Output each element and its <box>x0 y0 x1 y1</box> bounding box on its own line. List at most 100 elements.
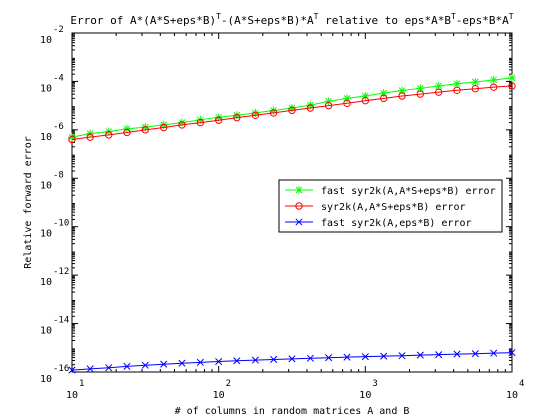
data-point <box>306 354 314 362</box>
data-point <box>123 362 131 370</box>
legend-box <box>278 179 503 233</box>
data-point <box>269 109 278 117</box>
chart-title-text: Error of A*(A*S+eps*B)T-(A*S+eps*B)*AT r… <box>70 12 513 27</box>
data-point <box>288 106 296 115</box>
data-point <box>196 358 204 366</box>
data-point <box>251 356 259 364</box>
y-tick-label: 10 <box>40 326 52 337</box>
series-line <box>71 85 513 140</box>
data-point <box>471 350 479 358</box>
y-tick-exponent: -12 <box>53 267 69 277</box>
data-point <box>178 121 186 129</box>
data-point <box>215 358 223 366</box>
data-point <box>471 85 480 93</box>
y-tick-label: 10 <box>40 229 52 240</box>
y-tick-exponent: -6 <box>53 122 64 132</box>
x-axis-label: # of columns in random matrices A and B <box>175 406 410 417</box>
x-tick-label: 10 <box>359 390 371 401</box>
data-point <box>379 89 388 98</box>
data-point <box>453 79 462 88</box>
title-segment: -(A*S+eps*B)*A <box>221 14 314 27</box>
data-point <box>196 118 205 127</box>
title-superscript: T <box>509 12 514 21</box>
data-point <box>508 82 516 90</box>
data-point <box>489 75 498 84</box>
y-tick-label: 10 <box>40 83 52 94</box>
legend-entry: fast syr2k(A,A*S+eps*B) error <box>285 186 496 197</box>
data-point <box>105 364 113 372</box>
data-point <box>416 84 425 93</box>
legend-label: fast syr2k(A,A*S+eps*B) error <box>321 186 496 197</box>
data-point <box>489 83 498 91</box>
data-point <box>105 131 113 139</box>
data-point <box>416 90 425 98</box>
y-tick-exponent: -14 <box>53 316 69 326</box>
data-point <box>178 359 186 367</box>
title-segment: -eps*B*A <box>456 14 509 27</box>
data-point <box>270 355 278 363</box>
chart-title: Error of A*(A*S+eps*B)T-(A*S+eps*B)*AT r… <box>70 12 513 27</box>
data-point <box>361 353 369 361</box>
x-tick-label: 10 <box>66 390 78 401</box>
data-point <box>397 86 406 95</box>
data-point <box>68 366 76 374</box>
data-point <box>214 116 223 124</box>
data-point <box>251 111 260 119</box>
title-superscript: T <box>451 12 456 21</box>
title-superscript: T <box>314 12 319 21</box>
data-point <box>295 218 303 226</box>
legend: fast syr2k(A,A*S+eps*B) error syr2k(A,A*S… <box>278 179 503 233</box>
y-tick-exponent: -2 <box>53 25 64 35</box>
data-point <box>416 351 424 359</box>
data-point <box>68 135 76 144</box>
y-tick-exponent: -16 <box>53 364 69 374</box>
data-point <box>160 360 168 368</box>
data-point <box>86 133 94 141</box>
data-point <box>306 104 315 112</box>
data-point <box>343 99 351 107</box>
legend-label: fast syr2k(A,eps*B) error <box>321 218 472 229</box>
data-point <box>398 352 406 360</box>
data-point <box>435 351 443 359</box>
y-tick-label: 10 <box>40 277 52 288</box>
x-tick-exponent: 2 <box>226 379 231 389</box>
data-point <box>325 354 333 362</box>
legend-label: syr2k(A,A*S+eps*B) error <box>321 202 466 213</box>
y-tick-label: 10 <box>40 35 52 46</box>
x-tick-label: 10 <box>213 390 225 401</box>
data-point <box>233 113 241 122</box>
title-segment: relative to eps*A*B <box>318 14 451 27</box>
title-superscript: T <box>216 12 221 21</box>
data-point <box>295 202 303 210</box>
data-point <box>141 126 149 134</box>
data-point <box>380 352 388 360</box>
data-point <box>490 349 498 357</box>
y-tick-label: 10 <box>40 180 52 191</box>
y-tick-label: 10 <box>40 132 52 143</box>
x-tick-exponent: 1 <box>79 379 84 389</box>
data-point <box>288 355 296 363</box>
y-tick-exponent: -10 <box>53 219 69 229</box>
data-point <box>123 128 131 137</box>
data-point <box>295 186 303 194</box>
series-2 <box>68 82 516 144</box>
y-tick-exponent: -4 <box>53 73 64 83</box>
y-tick-label: 10 <box>40 374 52 385</box>
y-axis-label: Relative forward error <box>23 136 34 268</box>
data-point <box>453 86 461 95</box>
series-group <box>68 73 516 374</box>
series-3 <box>68 349 516 374</box>
data-point <box>233 357 241 365</box>
data-point <box>324 101 333 110</box>
data-point <box>508 349 516 357</box>
x-tick-label: 10 <box>506 390 518 401</box>
data-point <box>361 97 370 105</box>
data-point <box>471 77 480 86</box>
data-point <box>453 350 461 358</box>
legend-entry: fast syr2k(A,eps*B) error <box>285 218 472 229</box>
legend-entry: syr2k(A,A*S+eps*B) error <box>285 202 466 213</box>
x-tick-exponent: 3 <box>372 379 377 389</box>
title-segment: Error of A*(A*S+eps*B) <box>70 14 216 27</box>
